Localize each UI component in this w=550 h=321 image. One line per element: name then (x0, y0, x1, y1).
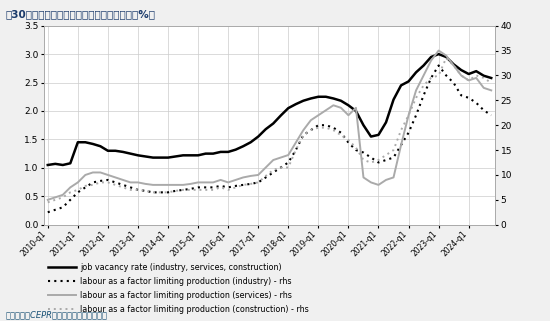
labour as a factor limiting production (industry) - rhs (322, 123, 329, 127)
labour as a factor limiting production (services) - rhs (119, 178, 126, 182)
Line: labour as a factor limiting production (industry) - rhs: labour as a factor limiting production (… (48, 65, 491, 212)
labour as a factor limiting production (services) - rhs (322, 108, 329, 112)
labour as a factor limiting production (industry) - rhs (187, 187, 194, 191)
Text: 数据来源：CEPR，广发证券发展研究中心: 数据来源：CEPR，广发证券发展研究中心 (6, 310, 107, 319)
labour as a factor limiting production (industry) - rhs (172, 189, 179, 193)
job vacancy rate (industry, services, construction) (157, 156, 164, 160)
Text: 图30：欧元区劳动力供需仍然偏紧张（同比，%）: 图30：欧元区劳动力供需仍然偏紧张（同比，%） (6, 10, 156, 20)
labour as a factor limiting production (industry) - rhs (157, 190, 164, 194)
job vacancy rate (industry, services, construction) (119, 150, 126, 154)
labour as a factor limiting production (construction) - rhs (157, 190, 164, 194)
labour as a factor limiting production (industry) - rhs (119, 183, 126, 187)
labour as a factor limiting production (services) - rhs (435, 49, 442, 53)
Line: labour as a factor limiting production (construction) - rhs: labour as a factor limiting production (… (48, 58, 491, 202)
labour as a factor limiting production (services) - rhs (157, 183, 164, 187)
labour as a factor limiting production (construction) - rhs (195, 188, 201, 192)
labour as a factor limiting production (construction) - rhs (119, 186, 126, 189)
labour as a factor limiting production (industry) - rhs (435, 64, 442, 67)
job vacancy rate (industry, services, construction) (435, 52, 442, 56)
Line: labour as a factor limiting production (services) - rhs: labour as a factor limiting production (… (48, 51, 491, 200)
job vacancy rate (industry, services, construction) (45, 163, 51, 167)
labour as a factor limiting production (construction) - rhs (172, 189, 179, 193)
labour as a factor limiting production (industry) - rhs (45, 210, 51, 214)
Line: job vacancy rate (industry, services, construction): job vacancy rate (industry, services, co… (48, 54, 491, 165)
job vacancy rate (industry, services, construction) (172, 154, 179, 158)
labour as a factor limiting production (services) - rhs (187, 182, 194, 186)
labour as a factor limiting production (industry) - rhs (488, 113, 494, 117)
labour as a factor limiting production (services) - rhs (172, 183, 179, 187)
labour as a factor limiting production (services) - rhs (488, 88, 494, 92)
labour as a factor limiting production (construction) - rhs (322, 126, 329, 130)
labour as a factor limiting production (construction) - rhs (45, 200, 51, 204)
job vacancy rate (industry, services, construction) (322, 95, 329, 99)
job vacancy rate (industry, services, construction) (195, 153, 201, 157)
labour as a factor limiting production (services) - rhs (45, 198, 51, 202)
labour as a factor limiting production (construction) - rhs (488, 81, 494, 85)
labour as a factor limiting production (services) - rhs (195, 180, 201, 184)
job vacancy rate (industry, services, construction) (488, 76, 494, 80)
job vacancy rate (industry, services, construction) (187, 153, 194, 157)
labour as a factor limiting production (industry) - rhs (195, 186, 201, 189)
labour as a factor limiting production (construction) - rhs (187, 188, 194, 192)
Legend: job vacancy rate (industry, services, construction), labour as a factor limiting: job vacancy rate (industry, services, co… (48, 263, 309, 314)
labour as a factor limiting production (construction) - rhs (443, 56, 449, 60)
